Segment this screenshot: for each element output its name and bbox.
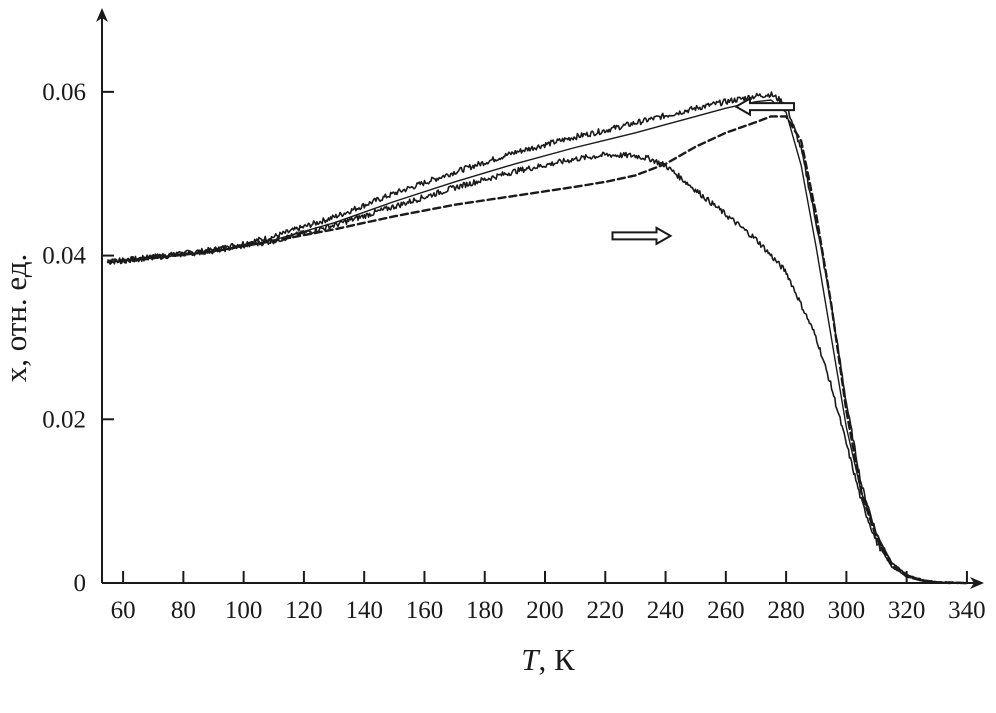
y-tick-label: 0: [74, 570, 87, 597]
x-ticks: 60 80 100 120 140 160 180 200 220 240 260 280 300 320…: [111, 571, 986, 624]
x-tick-label: 120: [285, 597, 323, 624]
x-axis-title: T, К: [521, 642, 575, 677]
x-tick-label: 80: [171, 597, 196, 624]
x-tick-label: 140: [345, 597, 383, 624]
y-tick-label: 0.02: [42, 406, 86, 433]
arrow-right: [611, 226, 673, 246]
x-tick-label: 240: [647, 597, 685, 624]
annotation-layer: [611, 96, 795, 246]
y-ticks: 0 0.02 0.04 0.06: [42, 79, 114, 597]
x-tick-label: 320: [888, 597, 926, 624]
series-line-3: [107, 151, 968, 585]
series-line-4: [106, 115, 969, 585]
x-tick-label: 100: [225, 597, 263, 624]
x-tick-label: 340: [948, 597, 986, 624]
y-tick-label: 0.04: [42, 243, 86, 270]
arrow-left: [733, 96, 795, 117]
series-layer: [106, 91, 969, 585]
series-line-2: [107, 99, 968, 584]
x-tick-label: 60: [111, 597, 136, 624]
x-tick-label: 220: [587, 597, 625, 624]
x-tick-label: 180: [466, 597, 504, 624]
y-axis-title: x, отн. ед.: [0, 254, 33, 383]
x-tick-label: 260: [707, 597, 745, 624]
x-tick-label: 160: [406, 597, 444, 624]
x-tick-label: 200: [526, 597, 564, 624]
x-tick-label: 300: [828, 597, 866, 624]
y-tick-label: 0.06: [42, 79, 86, 106]
x-tick-label: 280: [767, 597, 805, 624]
